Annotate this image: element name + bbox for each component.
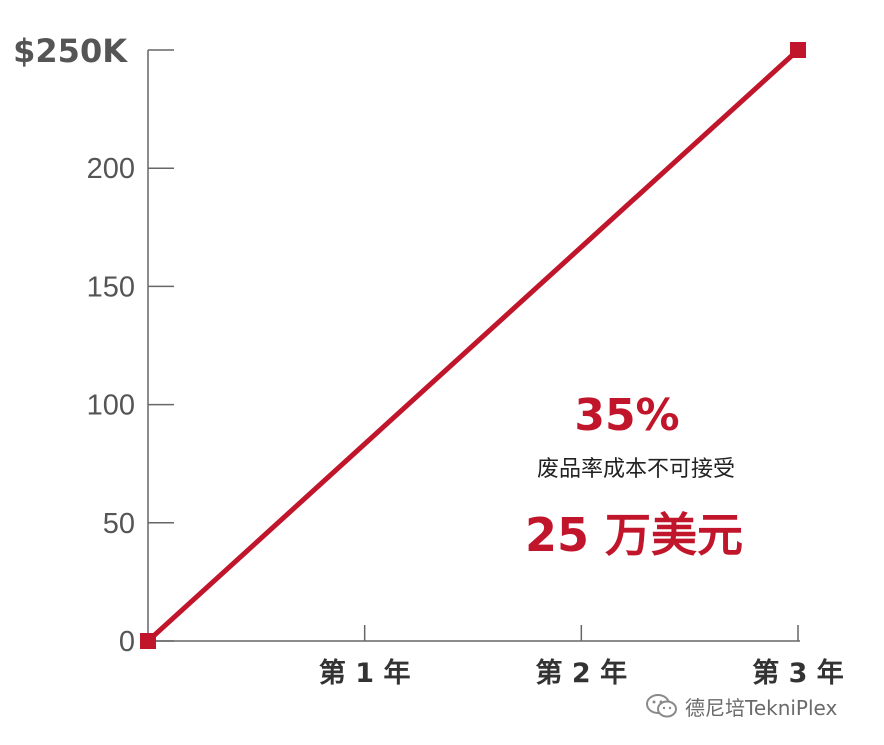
end-point-marker xyxy=(790,42,806,58)
x-tick-label: 第 2 年 xyxy=(536,657,628,689)
series-line xyxy=(146,48,800,643)
x-ticks: 第 1 年 第 2 年 第 3 年 xyxy=(319,625,844,689)
wechat-icon xyxy=(645,693,679,719)
annotation: 35% 废品率成本不可接受 25 万美元 xyxy=(525,390,743,562)
y-tick-label: 200 xyxy=(87,153,135,185)
y-tick-label: 100 xyxy=(87,390,135,422)
axes xyxy=(147,50,800,642)
y-tick-label: 50 xyxy=(103,508,135,540)
annotation-amount: 25 万美元 xyxy=(525,508,743,562)
y-tick-label: 0 xyxy=(119,626,135,658)
watermark: 德尼培TekniPlex xyxy=(645,692,837,720)
x-tick-label: 第 1 年 xyxy=(319,657,411,689)
series-group xyxy=(140,42,806,649)
annotation-percent: 35% xyxy=(574,390,679,441)
y-ticks: 0 50 100 150 200 $250K xyxy=(13,32,174,658)
y-tick-label: 150 xyxy=(87,271,135,303)
y-tick-label: $250K xyxy=(13,32,128,70)
start-point-marker xyxy=(140,633,156,649)
annotation-text: 废品率成本不可接受 xyxy=(537,457,735,482)
watermark-text: 德尼培TekniPlex xyxy=(685,695,838,720)
x-tick-label: 第 3 年 xyxy=(752,657,844,689)
